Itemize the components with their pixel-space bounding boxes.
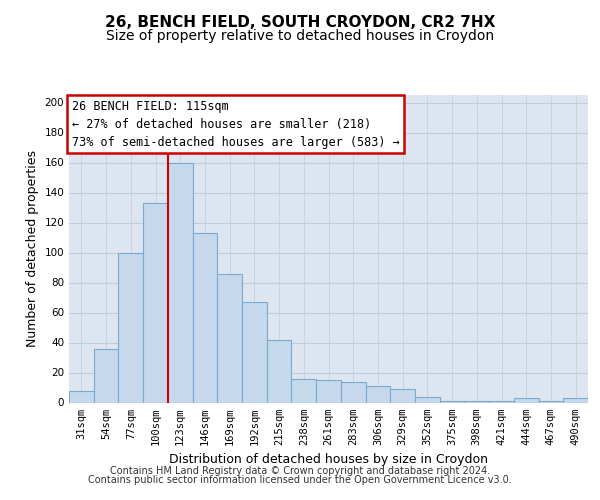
Bar <box>365 386 390 402</box>
Bar <box>217 274 242 402</box>
Bar <box>489 401 514 402</box>
Text: 26, BENCH FIELD, SOUTH CROYDON, CR2 7HX: 26, BENCH FIELD, SOUTH CROYDON, CR2 7HX <box>105 15 495 30</box>
Bar <box>464 401 489 402</box>
Text: 26 BENCH FIELD: 115sqm
← 27% of detached houses are smaller (218)
73% of semi-de: 26 BENCH FIELD: 115sqm ← 27% of detached… <box>71 100 400 148</box>
Text: Contains HM Land Registry data © Crown copyright and database right 2024.: Contains HM Land Registry data © Crown c… <box>110 466 490 476</box>
Bar <box>316 380 341 402</box>
Bar <box>143 203 168 402</box>
X-axis label: Distribution of detached houses by size in Croydon: Distribution of detached houses by size … <box>169 453 488 466</box>
Bar <box>69 390 94 402</box>
Bar <box>193 233 217 402</box>
Y-axis label: Number of detached properties: Number of detached properties <box>26 150 39 347</box>
Bar <box>563 398 588 402</box>
Bar <box>292 378 316 402</box>
Bar <box>539 401 563 402</box>
Bar <box>168 162 193 402</box>
Bar <box>94 348 118 403</box>
Text: Size of property relative to detached houses in Croydon: Size of property relative to detached ho… <box>106 29 494 43</box>
Bar <box>118 252 143 402</box>
Bar <box>341 382 365 402</box>
Bar <box>267 340 292 402</box>
Bar <box>415 396 440 402</box>
Bar <box>242 302 267 402</box>
Bar <box>440 401 464 402</box>
Bar <box>390 389 415 402</box>
Text: Contains public sector information licensed under the Open Government Licence v3: Contains public sector information licen… <box>88 475 512 485</box>
Bar <box>514 398 539 402</box>
